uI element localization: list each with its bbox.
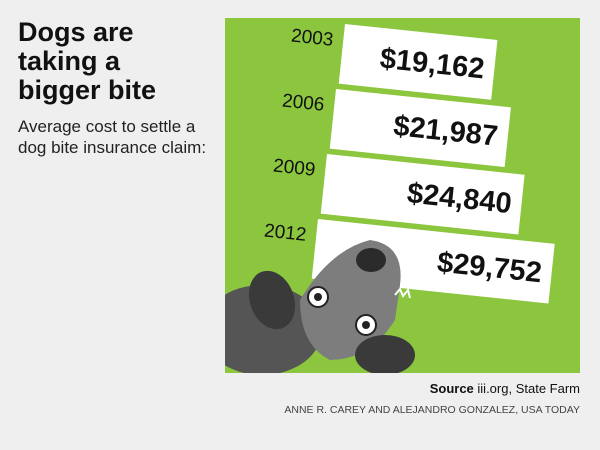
dog-ear (248, 270, 296, 330)
category-label: 2012 (263, 221, 307, 246)
category-label: 2003 (290, 26, 334, 51)
source: Source iii.org, State Farm (430, 381, 580, 396)
dog-pupil (314, 293, 322, 301)
source-text: iii.org, State Farm (477, 381, 580, 396)
category-label: 2006 (281, 91, 325, 116)
subtitle: Average cost to settle a dog bite insura… (18, 117, 207, 157)
plot-area: $19,1622003$21,9872006$24,8402009$29,752… (263, 24, 555, 304)
source-label: Source (429, 381, 474, 396)
dog-paw (355, 335, 415, 373)
bar (320, 154, 525, 235)
credit: ANNE R. CAREY AND ALEJANDRO GONZALEZ, US… (284, 404, 580, 416)
dog-nose (356, 248, 386, 272)
title: Dogs are taking a bigger bite (18, 17, 157, 105)
dog-teeth (394, 287, 411, 299)
dog-pupil (362, 321, 370, 329)
dog-illustration (225, 240, 415, 373)
bar (329, 89, 511, 168)
bar (338, 24, 498, 100)
dog-body (225, 285, 322, 373)
category-label: 2009 (272, 156, 316, 181)
